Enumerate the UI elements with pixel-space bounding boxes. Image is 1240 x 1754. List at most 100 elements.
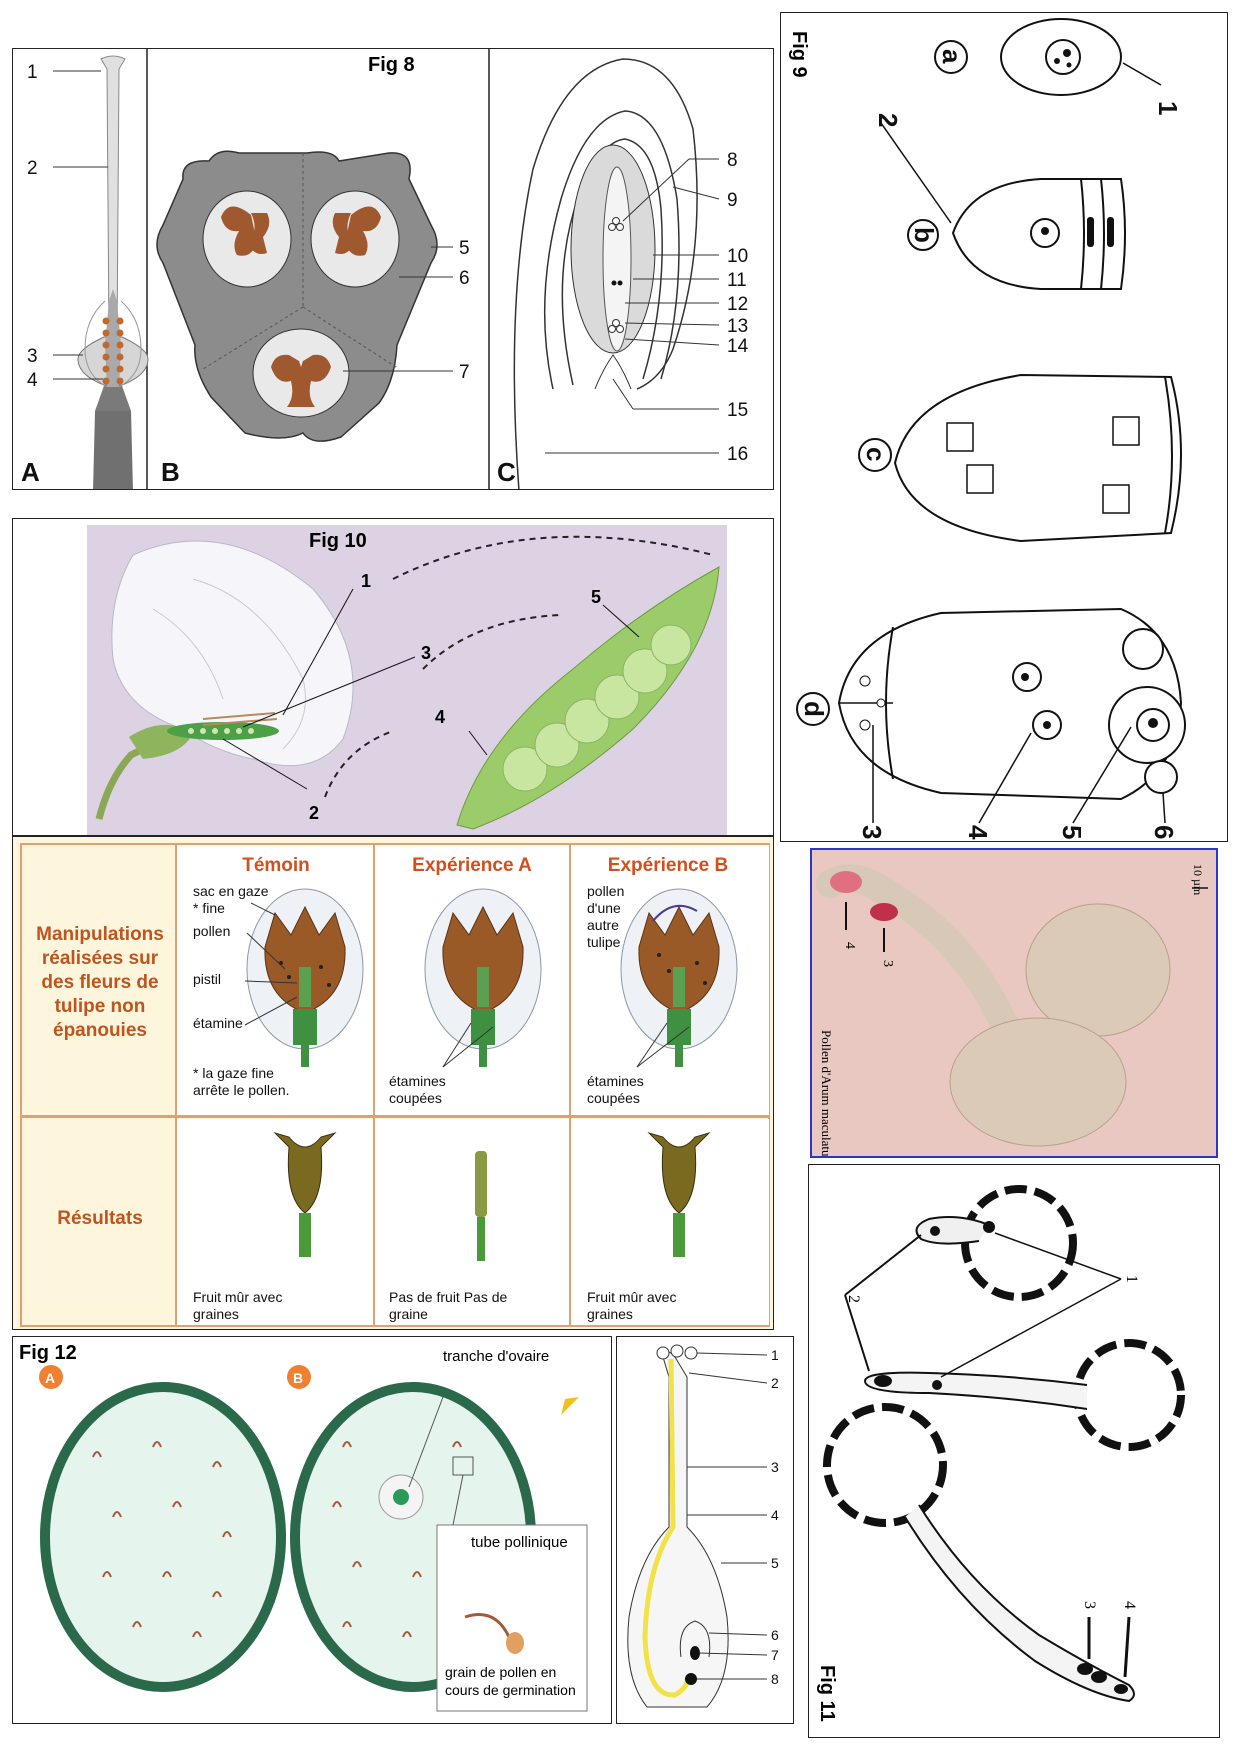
pollen-grain-top <box>915 1185 1077 1301</box>
fig9-title: Fig 9 <box>788 31 810 78</box>
fig8-letter-b: B <box>161 457 180 487</box>
ovary-slice-label: tranche d'ovaire <box>443 1348 549 1365</box>
fig8-label-7: 7 <box>459 362 470 383</box>
fig8-label-4: 4 <box>27 370 38 391</box>
fig8-label-6: 6 <box>459 268 470 289</box>
label-pollen-autre-tulipe: pollen d'une autre tulipe <box>587 883 625 950</box>
pea-pod <box>456 566 720 830</box>
ovary-cross-section-b <box>156 150 453 442</box>
fig9-label-6: 6 <box>1149 825 1179 839</box>
label-etamines-coupees-b: étamines coupées <box>587 1073 644 1106</box>
pea-flower <box>95 540 354 820</box>
fig9-label-4: 4 <box>963 825 993 840</box>
fig10-title: Fig 10 <box>309 530 367 552</box>
fig10-panel: 1 2 3 4 5 Fig 10 <box>12 518 774 836</box>
fig12-title: Fig 12 <box>19 1342 77 1364</box>
pollen-photo-panel: 4 3 10 µm Pollen d'Arum maculatum <box>810 848 1218 1158</box>
row-header-resultats: Résultats <box>57 1208 143 1229</box>
pistil-label-1: 1 <box>771 1347 779 1363</box>
result-temoin: Fruit mûr avec graines <box>193 1289 283 1322</box>
germinating-grain-label-line1: grain de pollen en <box>445 1664 556 1680</box>
embryo-sac-d <box>796 607 1186 824</box>
pistil-label-6: 6 <box>771 1627 779 1643</box>
fig8-label-8: 8 <box>727 150 738 171</box>
fig9-label-1: 1 <box>1153 101 1183 115</box>
petri-dish-a <box>39 1365 286 1692</box>
microspore-a <box>934 18 1162 96</box>
fig9-panel: Fig 9 1 a 2 b <box>780 12 1228 842</box>
pollen-photo-svg: 4 3 10 µm Pollen d'Arum maculatum <box>816 864 1208 1156</box>
label-sac-gaze: sac en gaze * fine <box>193 883 269 916</box>
fig11-label-1: 1 <box>1123 1275 1140 1283</box>
note-gaze: * la gaze fine arrête le pollen. <box>193 1065 290 1098</box>
fig9-stage-b: b <box>909 227 939 243</box>
pistil-label-5: 5 <box>771 1555 779 1571</box>
dish-letter-a: A <box>45 1370 55 1386</box>
col-header-exp-b: Expérience B <box>607 855 729 876</box>
fig9-svg: Fig 9 1 a 2 b <box>788 18 1186 840</box>
fig8-label-16: 16 <box>727 444 748 465</box>
fig12-panel: A B tranche d'ovaire tube pollinique gra… <box>12 1336 612 1724</box>
result-exp-a-stem <box>475 1151 487 1261</box>
fig9-label-5: 5 <box>1057 825 1087 839</box>
fig10-label-1: 1 <box>361 571 371 591</box>
fig8-panel: 1 2 3 4 A 5 6 7 B <box>12 48 774 490</box>
fig10-label-4: 4 <box>435 707 445 727</box>
fig10-svg: 1 2 3 4 5 Fig 10 <box>87 525 727 835</box>
tulip-exp-b <box>620 888 738 1068</box>
fig8-letter-c: C <box>497 457 516 487</box>
fig8-label-9: 9 <box>727 190 738 211</box>
label-etamines-coupees-a: étamines coupées <box>389 1073 446 1106</box>
pistil-label-2: 2 <box>771 1375 779 1391</box>
pollen-tube-label: tube pollinique <box>471 1534 568 1551</box>
fig11-label-2: 2 <box>845 1295 862 1303</box>
fig10-label-2: 2 <box>309 803 319 823</box>
fig8-label-15: 15 <box>727 400 748 421</box>
label-etamine: étamine <box>193 1015 243 1031</box>
germinating-grain-label-line2: cours de germination <box>445 1682 576 1698</box>
pollen-grain-bottom <box>823 1403 1135 1703</box>
fig9-label-2: 2 <box>873 113 903 127</box>
pollen-grain-middle <box>863 1339 1185 1451</box>
fig8-title: Fig 8 <box>368 54 415 76</box>
experiment-drawings <box>244 888 738 1261</box>
nucellus-b <box>880 122 1126 290</box>
fig8-label-12: 12 <box>727 294 748 315</box>
ovule-drawing-c <box>513 58 720 489</box>
photo-label-4: 4 <box>842 942 857 949</box>
fig11-svg: 1 2 3 4 Fig 11 <box>816 1185 1185 1722</box>
fig9-stage-d: d <box>799 701 829 717</box>
fig8-label-5: 5 <box>459 238 470 259</box>
fig11-label-3: 3 <box>1081 1601 1098 1609</box>
result-exp-a: Pas de fruit Pas de graine <box>389 1289 508 1322</box>
row-header-manipulations: Manipulations réalisées sur des fleurs d… <box>36 924 164 1041</box>
fig8-label-10: 10 <box>727 246 748 267</box>
fig8-label-2: 2 <box>27 158 38 179</box>
fig8-svg: 1 2 3 4 A 5 6 7 B <box>21 49 749 489</box>
col-header-exp-a: Expérience A <box>412 855 532 876</box>
fig12-svg: A B tranche d'ovaire tube pollinique gra… <box>19 1342 588 1712</box>
pistil-tube-svg: 1 2 3 4 5 6 7 8 <box>627 1344 779 1708</box>
fig8-letter-a: A <box>21 457 40 487</box>
fig9-stage-c: c <box>861 447 891 461</box>
fig8-label-3: 3 <box>27 346 38 367</box>
result-exp-b: Fruit mûr avec graines <box>587 1289 677 1322</box>
tulip-exp-a <box>424 888 542 1068</box>
fig11-label-4: 4 <box>1121 1601 1138 1609</box>
pistil-label-7: 7 <box>771 1647 779 1663</box>
label-pollen: pollen <box>193 923 231 939</box>
fig8-label-11: 11 <box>727 270 747 291</box>
result-temoin-fruit <box>273 1131 337 1257</box>
fig10-label-5: 5 <box>591 587 601 607</box>
fig11-title: Fig 11 <box>816 1665 838 1722</box>
pistil-tube-panel: 1 2 3 4 5 6 7 8 <box>616 1336 794 1724</box>
result-exp-b-fruit <box>647 1131 711 1257</box>
dish-letter-b: B <box>293 1370 303 1386</box>
col-header-temoin: Témoin <box>242 855 310 876</box>
fig8-label-14: 14 <box>727 336 749 357</box>
fig8-label-13: 13 <box>727 316 748 337</box>
pistil-drawing-a <box>53 55 149 489</box>
photo-caption: Pollen d'Arum maculatum <box>819 1030 834 1156</box>
embryo-sac-c <box>858 373 1182 543</box>
pistil-label-4: 4 <box>771 1507 779 1523</box>
